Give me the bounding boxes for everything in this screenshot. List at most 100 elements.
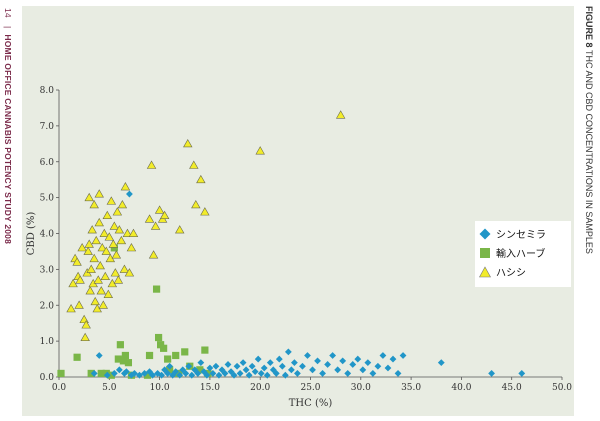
diamond-point [437, 359, 445, 367]
diamond-point [166, 362, 174, 370]
y-tick-label: 4.0 [40, 230, 55, 240]
diamond-point [344, 370, 352, 377]
diamond-marker-icon [479, 228, 491, 239]
legend-item-imported-herbal: 輸入ハーブ [479, 243, 567, 262]
triangle-point [111, 250, 122, 259]
triangle-point [120, 182, 131, 191]
square-point [121, 351, 129, 360]
diamond-point [257, 370, 265, 377]
x-tick-label: 35.0 [401, 383, 421, 393]
triangle-point [148, 250, 159, 259]
triangle-point [86, 264, 96, 273]
diamond-point [275, 355, 283, 363]
diamond-point [389, 355, 397, 363]
x-tick-label: 20.0 [250, 383, 270, 393]
triangle-point [150, 221, 161, 230]
diamond-point [95, 352, 103, 359]
diamond-point [158, 371, 166, 379]
triangle-point [66, 304, 76, 313]
square-point [97, 369, 105, 378]
publication-name: HOME OFFICE CANNABIS POTENCY STUDY 2008 [3, 34, 13, 245]
diamond-point [266, 359, 274, 367]
diamond-point [304, 352, 311, 359]
diamond-point [488, 370, 495, 377]
square-point [119, 357, 127, 365]
triangle-point [81, 320, 91, 329]
x-tick-label: 50.0 [552, 383, 572, 393]
diamond-point [230, 371, 238, 379]
triangle-point [85, 286, 95, 295]
diamond-point [164, 370, 172, 377]
diamond-point [518, 370, 526, 377]
triangle-point [96, 286, 106, 295]
x-axis-title: THC (%) [289, 398, 333, 409]
legend: シンセミラ 輸入ハーブ ハシシ [475, 221, 571, 287]
triangle-point [114, 225, 125, 234]
diamond-point [314, 357, 321, 365]
data-points [57, 110, 526, 379]
triangle-point [112, 207, 123, 216]
diamond-point [354, 355, 362, 363]
triangle-point [255, 146, 265, 155]
triangle-point [83, 246, 93, 255]
triangle-point [189, 160, 199, 169]
triangle-point [101, 246, 111, 255]
square-point [73, 353, 81, 361]
diamond-point [384, 364, 392, 372]
square-point [124, 359, 133, 367]
x-tick-label: 40.0 [451, 383, 471, 393]
square-point [196, 366, 204, 374]
page-header-left: 14 | HOME OFFICE CANNABIS POTENCY STUDY … [3, 8, 17, 248]
triangle-point [102, 210, 113, 220]
diamond-point [329, 352, 337, 359]
triangle-point [128, 228, 139, 237]
y-tick-label: 0.0 [40, 373, 55, 383]
triangle-point [103, 289, 114, 298]
x-tick-label: 10.0 [150, 383, 170, 393]
triangle-point [89, 253, 99, 263]
square-point [114, 355, 122, 363]
triangle-point [191, 199, 201, 209]
triangle-point [113, 275, 124, 284]
x-tick-label: 5.0 [102, 383, 117, 393]
legend-label: ハシシ [496, 268, 526, 279]
triangle-point [159, 210, 170, 220]
y-tick-label: 5.0 [40, 194, 55, 204]
diamond-point [260, 364, 268, 372]
square-marker-icon [480, 247, 490, 258]
triangle-point [84, 239, 94, 248]
separator: | [3, 26, 13, 29]
diamond-point [126, 190, 133, 198]
square-point [152, 285, 161, 293]
legend-item-resin: ハシシ [479, 262, 567, 281]
diamond-point [248, 362, 256, 370]
diamond-point [224, 361, 232, 368]
triangle-point [75, 275, 85, 284]
y-tick-label: 6.0 [40, 158, 55, 168]
diamond-point [182, 370, 190, 377]
legend-label: シンセミラ [496, 230, 546, 241]
diamond-point [185, 362, 193, 370]
diamond-point [399, 352, 407, 359]
diamond-point [149, 371, 156, 379]
diamond-point [141, 370, 148, 377]
diamond-point [103, 371, 111, 379]
triangle-point [108, 239, 119, 248]
scatter-chart: 0.0 1.0 2.0 3.0 4.0 5.0 6.0 7.0 8.0 0.0 5.0 10.0 15.… [26, 86, 572, 409]
square-point [181, 348, 189, 356]
square-point [201, 346, 209, 354]
square-point [160, 344, 168, 352]
triangle-point [84, 192, 94, 202]
square-point [145, 351, 154, 360]
triangle-point [93, 275, 103, 284]
triangle-point [87, 225, 97, 234]
diamond-point [294, 370, 301, 377]
diamond-point [374, 362, 382, 370]
diamond-point [110, 370, 118, 377]
square-point [166, 366, 174, 374]
figure-caption-text: FIGURE 8 THC AND CBD CONCENTRATIONS IN S… [584, 6, 594, 254]
triangle-point [77, 243, 87, 252]
diamond-point [284, 348, 292, 356]
y-tick-label: 7.0 [40, 122, 55, 132]
diamond-point [319, 370, 326, 377]
